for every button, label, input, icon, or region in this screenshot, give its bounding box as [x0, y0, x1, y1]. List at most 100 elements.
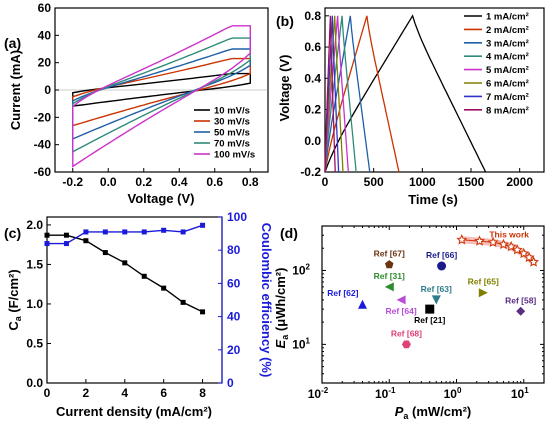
- panel-d-ref-marker: [425, 304, 435, 314]
- panel-d-xtick-label: 101: [511, 386, 529, 401]
- panel-d-ref-marker: [437, 261, 447, 271]
- panel-c-point-left: [180, 299, 186, 305]
- panel-b-legend-label: 2 mA/cm²: [486, 25, 529, 36]
- panel-c-ytick-left-label: 1.5: [26, 257, 43, 271]
- panel-c-ytick-left-label: 0.5: [26, 336, 43, 350]
- panel-d-ref-marker: [384, 282, 394, 292]
- panel-b-series-5-mA-cm-: [324, 15, 350, 173]
- panel-b-xtick-label: 0: [322, 175, 329, 189]
- panel-b-series-4-mA-cm-: [324, 15, 357, 173]
- panel-d-xlabel: Pa (mW/cm²): [395, 404, 472, 421]
- panel-c-ytick-left-label: 1.0: [26, 297, 43, 311]
- panel-b-label: (b): [276, 13, 294, 29]
- panel-a-ylabel: Current (mA): [8, 50, 23, 130]
- panel-c-point-right: [44, 241, 50, 247]
- panel-c-xtick-label: 0: [44, 386, 51, 400]
- panel-b-series-6-mA-cm-: [324, 15, 344, 173]
- panel-a-series-70-mV-s: [72, 37, 251, 153]
- panel-d-ref-marker: [478, 288, 488, 298]
- panel-d-this-work-label: This work: [489, 230, 529, 240]
- panel-a-cv-curves: (a) Current (mA) Voltage (V) -0.2 0.0 0.2 0…: [4, 1, 269, 206]
- panel-b-legend-label: 8 mA/cm²: [486, 105, 529, 116]
- panel-a-ytick-label: 40: [38, 28, 52, 42]
- panel-b-plot-frame: [324, 7, 545, 173]
- panel-a-ytick-label: -60: [34, 165, 52, 179]
- panel-c-point-left: [200, 309, 206, 315]
- panel-d-this-work-point: [497, 238, 510, 250]
- panel-c-ytick-right-label: 100: [227, 210, 247, 224]
- panel-d-ref-marker: [516, 306, 526, 316]
- panel-d-this-work-point: [528, 256, 540, 267]
- panel-a-xlabel: Voltage (V): [128, 191, 195, 206]
- panel-a-ytick-label: 60: [38, 1, 52, 15]
- panel-a-ytick-label: -40: [34, 138, 52, 152]
- panel-c-point-right: [122, 229, 128, 235]
- panel-a-series-30-mV-s: [72, 57, 251, 127]
- panel-d-ref-label: Ref [62]: [327, 288, 358, 298]
- panel-c-ytick-right-label: 40: [227, 310, 241, 324]
- panel-a-legend-label: 30 mV/s: [214, 117, 250, 128]
- panel-c-point-left: [141, 273, 147, 279]
- panel-c-point-left: [161, 285, 167, 291]
- panel-b-ytick-label: 0.8: [304, 9, 321, 23]
- panel-c-ytick-left-label: 2.0: [26, 218, 43, 232]
- panel-a-xtick-label: 0.4: [171, 175, 188, 189]
- panel-d-this-work-point: [474, 235, 486, 246]
- panel-a-ytick-label: 0: [44, 83, 51, 97]
- panel-a-series-100-mV-s: [72, 25, 251, 168]
- panel-a-xtick-label: 0.8: [242, 175, 259, 189]
- panel-d-ref-marker: [358, 299, 367, 309]
- panel-a-legend-label: 50 mV/s: [214, 128, 250, 139]
- panel-c-point-right: [200, 222, 206, 228]
- panel-a-legend-label: 100 mV/s: [214, 150, 255, 161]
- panel-d-ytick-label: 102: [292, 262, 310, 277]
- panel-b-ytick-label: 0.6: [304, 40, 321, 54]
- panel-d-ragone-plot: (d) Ea (μWh/cm²) Pa (mW/cm²) 10-2 10-1 100…: [273, 225, 545, 421]
- panel-b-xtick-label: 2000: [506, 175, 533, 189]
- panel-c-point-right: [102, 229, 108, 235]
- panel-d-ref-label: Ref [67]: [374, 249, 405, 259]
- panel-b-ytick-label: 0.4: [304, 71, 321, 85]
- panel-c-ytick-right-label: 60: [227, 276, 241, 290]
- panel-b-xlabel: Time (s): [408, 192, 458, 207]
- panel-d-ref-label: Ref [66]: [426, 250, 457, 260]
- panel-d-this-work-point: [523, 251, 535, 263]
- panel-d-ref-marker: [385, 260, 394, 269]
- panel-a-xtick-label: 0.6: [206, 175, 223, 189]
- panel-a-series-50-mV-s: [72, 48, 251, 140]
- panel-c-point-left: [83, 238, 89, 244]
- panel-c-point-left: [102, 250, 108, 256]
- panel-d-this-work-point: [487, 236, 499, 248]
- panel-d-ref-marker: [431, 295, 441, 305]
- panel-d-xtick-label: 100: [444, 386, 462, 401]
- panel-d-this-work-point: [456, 233, 468, 245]
- panel-b-ytick-label: 0.0: [304, 134, 321, 148]
- panel-a-series-10-mV-s: [72, 72, 251, 107]
- panel-d-this-work-point: [505, 240, 517, 252]
- panel-c-point-right: [180, 229, 186, 235]
- panel-c-plot-frame: [46, 216, 223, 384]
- panel-b-legend-label: 1 mA/cm²: [486, 12, 529, 23]
- panel-c-xtick-label: 4: [121, 386, 128, 400]
- panel-c-xtick-label: 6: [160, 386, 167, 400]
- panel-c-ytick-right-label: 80: [227, 243, 241, 257]
- panel-b-legend-label: 7 mA/cm²: [486, 92, 529, 103]
- panel-c-label: (c): [4, 225, 21, 241]
- panel-d-ref-label: Ref [31]: [374, 271, 405, 281]
- panel-c-ytick-left-label: 0.0: [26, 376, 43, 390]
- panel-b-legend-label: 6 mA/cm²: [486, 79, 529, 90]
- panel-c-point-right: [63, 241, 69, 247]
- panel-c-capacitance-efficiency: (c) Ca (F/cm²) Coulombic efficiency (%) …: [4, 210, 274, 419]
- panel-c-ylabel-right: Coulombic efficiency (%): [259, 223, 274, 378]
- panel-b-legend-label: 5 mA/cm²: [486, 65, 529, 76]
- panel-a-xtick-label: -0.2: [62, 175, 83, 189]
- panel-a-legend-label: 10 mV/s: [214, 106, 250, 117]
- panel-d-ref-label: Ref [21]: [414, 315, 445, 325]
- panel-c-point-left: [44, 232, 50, 238]
- panel-d-plot-frame: [321, 225, 545, 384]
- panel-d-ref-label: Ref [68]: [391, 328, 422, 338]
- panel-c-xlabel: Current density (mA/cm²): [56, 404, 212, 419]
- panel-d-label: (d): [280, 225, 298, 241]
- panel-c-ytick-right-label: 20: [227, 343, 241, 357]
